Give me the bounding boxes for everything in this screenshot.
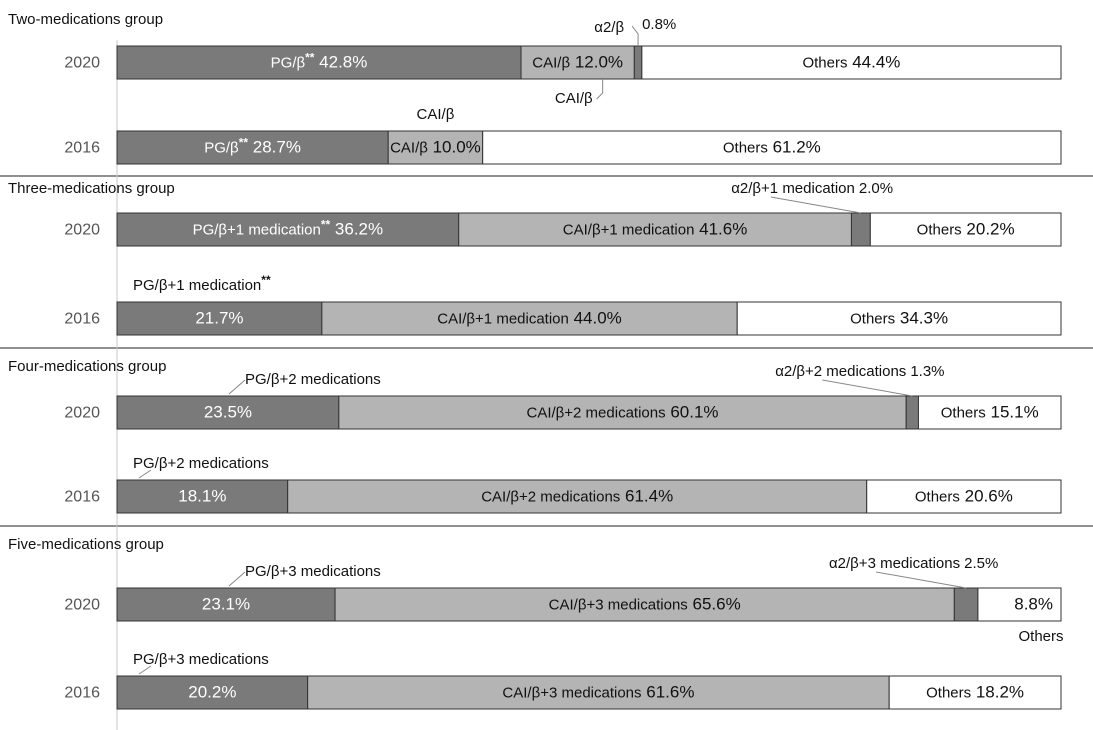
segment-value: 8.8%	[1014, 595, 1053, 614]
segment-name-above: CAI/β	[417, 106, 455, 123]
bar-segment-alpha2-beta-3-medications	[953, 587, 979, 622]
year-label: 2016	[64, 311, 100, 328]
bar-segment-cai-beta	[520, 45, 635, 80]
year-label: 2020	[64, 597, 100, 614]
bar-segment-cai-beta-2-medications	[338, 395, 907, 430]
bar-segment-others	[917, 395, 1062, 430]
callout-line	[596, 79, 604, 100]
segment-label: Others 20.2%	[917, 220, 1015, 239]
bar-segment-others	[736, 301, 1062, 336]
segment-label: Others 15.1%	[941, 403, 1039, 422]
segment-value: 23.5%	[204, 403, 252, 422]
bar-segment-cai-beta-3-medications	[307, 675, 890, 710]
callout-value: 1.3%	[910, 363, 944, 380]
segment-label: Others 44.4%	[802, 53, 900, 72]
callout-line	[822, 379, 913, 397]
segment-name-above: PG/β+3 medications	[133, 651, 269, 668]
callout-line	[138, 665, 152, 675]
bar-segment-pg-beta	[116, 45, 522, 80]
segment-label: CAI/β 12.0%	[532, 53, 623, 72]
segment-value: 21.7%	[195, 309, 243, 328]
bar-segment-alpha2-beta	[633, 45, 643, 80]
segment-label: PG/β** 28.7%	[204, 136, 301, 157]
segment-value: 18.1%	[178, 487, 226, 506]
segment-label: CAI/β+3 medications 65.6%	[549, 595, 741, 614]
bar-segment-pg-beta-3-medications	[116, 587, 336, 622]
bar-segment-pg-beta-3-medications	[116, 675, 309, 710]
bar-segment-others	[866, 479, 1062, 514]
bar-segment-alpha2-beta-1-medication	[850, 212, 871, 247]
segment-name-above: PG/β+3 medications	[245, 563, 381, 580]
year-label: 2020	[64, 222, 100, 239]
bar-segment-others	[977, 587, 1062, 622]
callout-value: 2.5%	[964, 555, 998, 572]
segment-name-below: Others	[1018, 628, 1063, 645]
bar-segment-cai-beta-2-medications	[287, 479, 868, 514]
bar-segment-cai-beta-3-medications	[334, 587, 955, 622]
bar-segment-others	[482, 130, 1062, 165]
segment-name-above: PG/β+2 medications	[245, 371, 381, 388]
segment-value: 23.1%	[202, 595, 250, 614]
callout-label: α2/β+1 medication	[731, 180, 855, 197]
segment-label: Others 34.3%	[850, 309, 948, 328]
segment-name-above: PG/β+2 medications	[133, 455, 269, 472]
bar-segment-cai-beta-1-medication	[321, 301, 738, 336]
year-label: 2016	[64, 140, 100, 157]
group-title: Four-medications group	[8, 358, 166, 375]
segment-value: 20.2%	[188, 683, 236, 702]
callout-line	[876, 571, 967, 589]
callout-value: 2.0%	[859, 180, 893, 197]
callout-label: α2/β+3 medications	[829, 555, 960, 572]
segment-label: CAI/β 10.0%	[390, 138, 481, 157]
bar-segment-others	[641, 45, 1062, 80]
segment-label: Others 61.2%	[723, 138, 821, 157]
segment-label: CAI/β+1 medication 44.0%	[437, 309, 622, 328]
year-label: 2016	[64, 685, 100, 702]
bar-segment-pg-beta-1-medication	[116, 301, 323, 336]
group-title: Five-medications group	[8, 536, 164, 553]
segment-label: Others 18.2%	[926, 683, 1024, 702]
segment-label: CAI/β+2 medications 61.4%	[481, 487, 673, 506]
callout-line	[631, 25, 639, 46]
segment-name-above: PG/β+1 medication**	[133, 273, 271, 294]
year-label: 2016	[64, 489, 100, 506]
callout-line	[770, 196, 861, 214]
bar-segment-others	[888, 675, 1062, 710]
year-label: 2020	[64, 405, 100, 422]
callout-line	[228, 379, 246, 395]
segment-label: CAI/β+1 medication 41.6%	[563, 220, 748, 239]
group-title: Three-medications group	[8, 180, 175, 197]
bar-segment-others	[869, 212, 1062, 247]
callout-label: α2/β+2 medications	[775, 363, 906, 380]
segment-label: PG/β** 42.8%	[271, 51, 368, 72]
segment-label: PG/β+1 medication** 36.2%	[193, 218, 384, 239]
callout-label: α2/β	[594, 19, 624, 36]
callout-value: 0.8%	[642, 16, 676, 33]
segment-label: Others 20.6%	[915, 487, 1013, 506]
bar-segment-pg-beta	[116, 130, 389, 165]
bar-segment-pg-beta-2-medications	[116, 395, 340, 430]
callout-line	[228, 571, 246, 587]
bar-segment-alpha2-beta-2-medications	[905, 395, 919, 430]
callout-label-below: CAI/β	[555, 90, 593, 107]
segment-label: CAI/β+2 medications 60.1%	[526, 403, 718, 422]
segment-label: CAI/β+3 medications 61.6%	[502, 683, 694, 702]
group-title: Two-medications group	[8, 11, 163, 28]
year-label: 2020	[64, 55, 100, 72]
callout-line	[138, 469, 152, 479]
